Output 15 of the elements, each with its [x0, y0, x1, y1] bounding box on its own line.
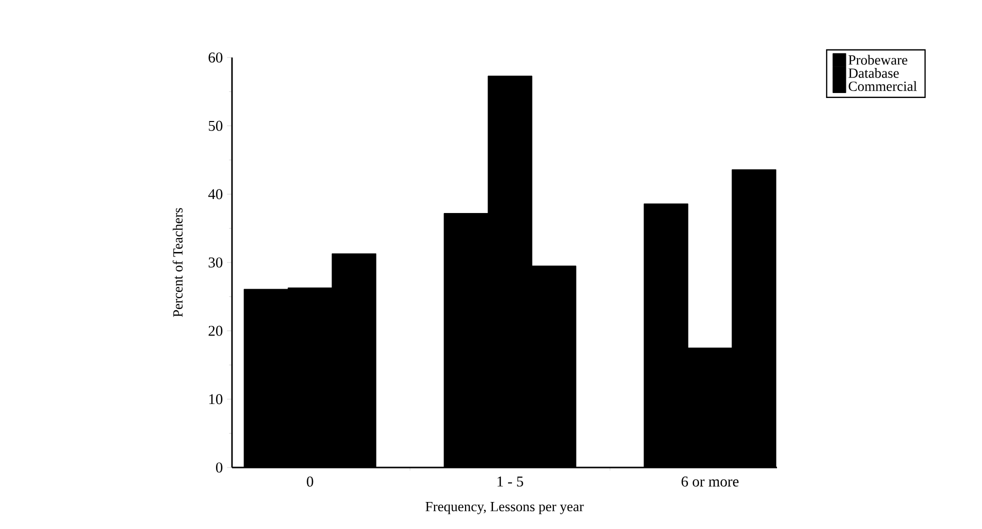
y-tick-label: 0 — [216, 462, 222, 473]
y-tick-label: 50 — [208, 120, 222, 131]
y-tick-label: 20 — [208, 326, 222, 336]
legend-label: Commercial — [848, 81, 917, 92]
legend-label: Database — [848, 68, 899, 78]
x-tick-label: 1 - 5 — [498, 476, 524, 487]
y-axis-title: Percent of Teachers — [172, 208, 183, 317]
x-tick-label: 0 — [306, 476, 314, 487]
y-tick-label: 30 — [208, 257, 222, 268]
legend-label: Probeware — [848, 54, 908, 65]
x-tick-label: 6 or more — [682, 476, 739, 487]
y-tick-label: 60 — [208, 52, 222, 63]
y-tick-label: 10 — [209, 394, 222, 404]
y-tick-label: 40 — [208, 189, 222, 200]
x-axis-title: Frequency, Lessons per year — [426, 502, 584, 514]
